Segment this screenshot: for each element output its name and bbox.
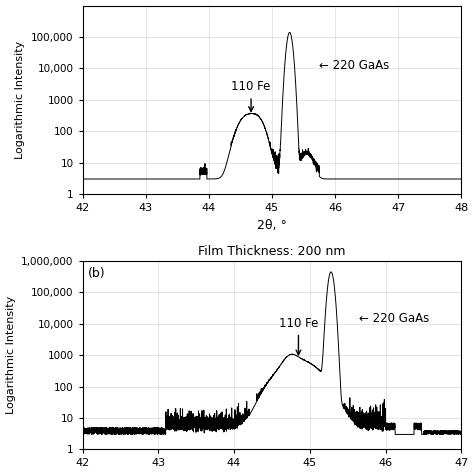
Text: ← 220 GaAs: ← 220 GaAs [359, 312, 429, 325]
Title: Film Thickness: 200 nm: Film Thickness: 200 nm [198, 246, 346, 258]
Y-axis label: Logarithmic Intensity: Logarithmic Intensity [6, 296, 16, 414]
Text: 110 Fe: 110 Fe [279, 317, 318, 355]
Text: 110 Fe: 110 Fe [231, 80, 271, 111]
Text: (b): (b) [88, 267, 106, 280]
Text: ← 220 GaAs: ← 220 GaAs [319, 59, 390, 73]
Y-axis label: Logarithmic Intensity: Logarithmic Intensity [16, 41, 26, 159]
X-axis label: 2θ, °: 2θ, ° [257, 219, 287, 232]
